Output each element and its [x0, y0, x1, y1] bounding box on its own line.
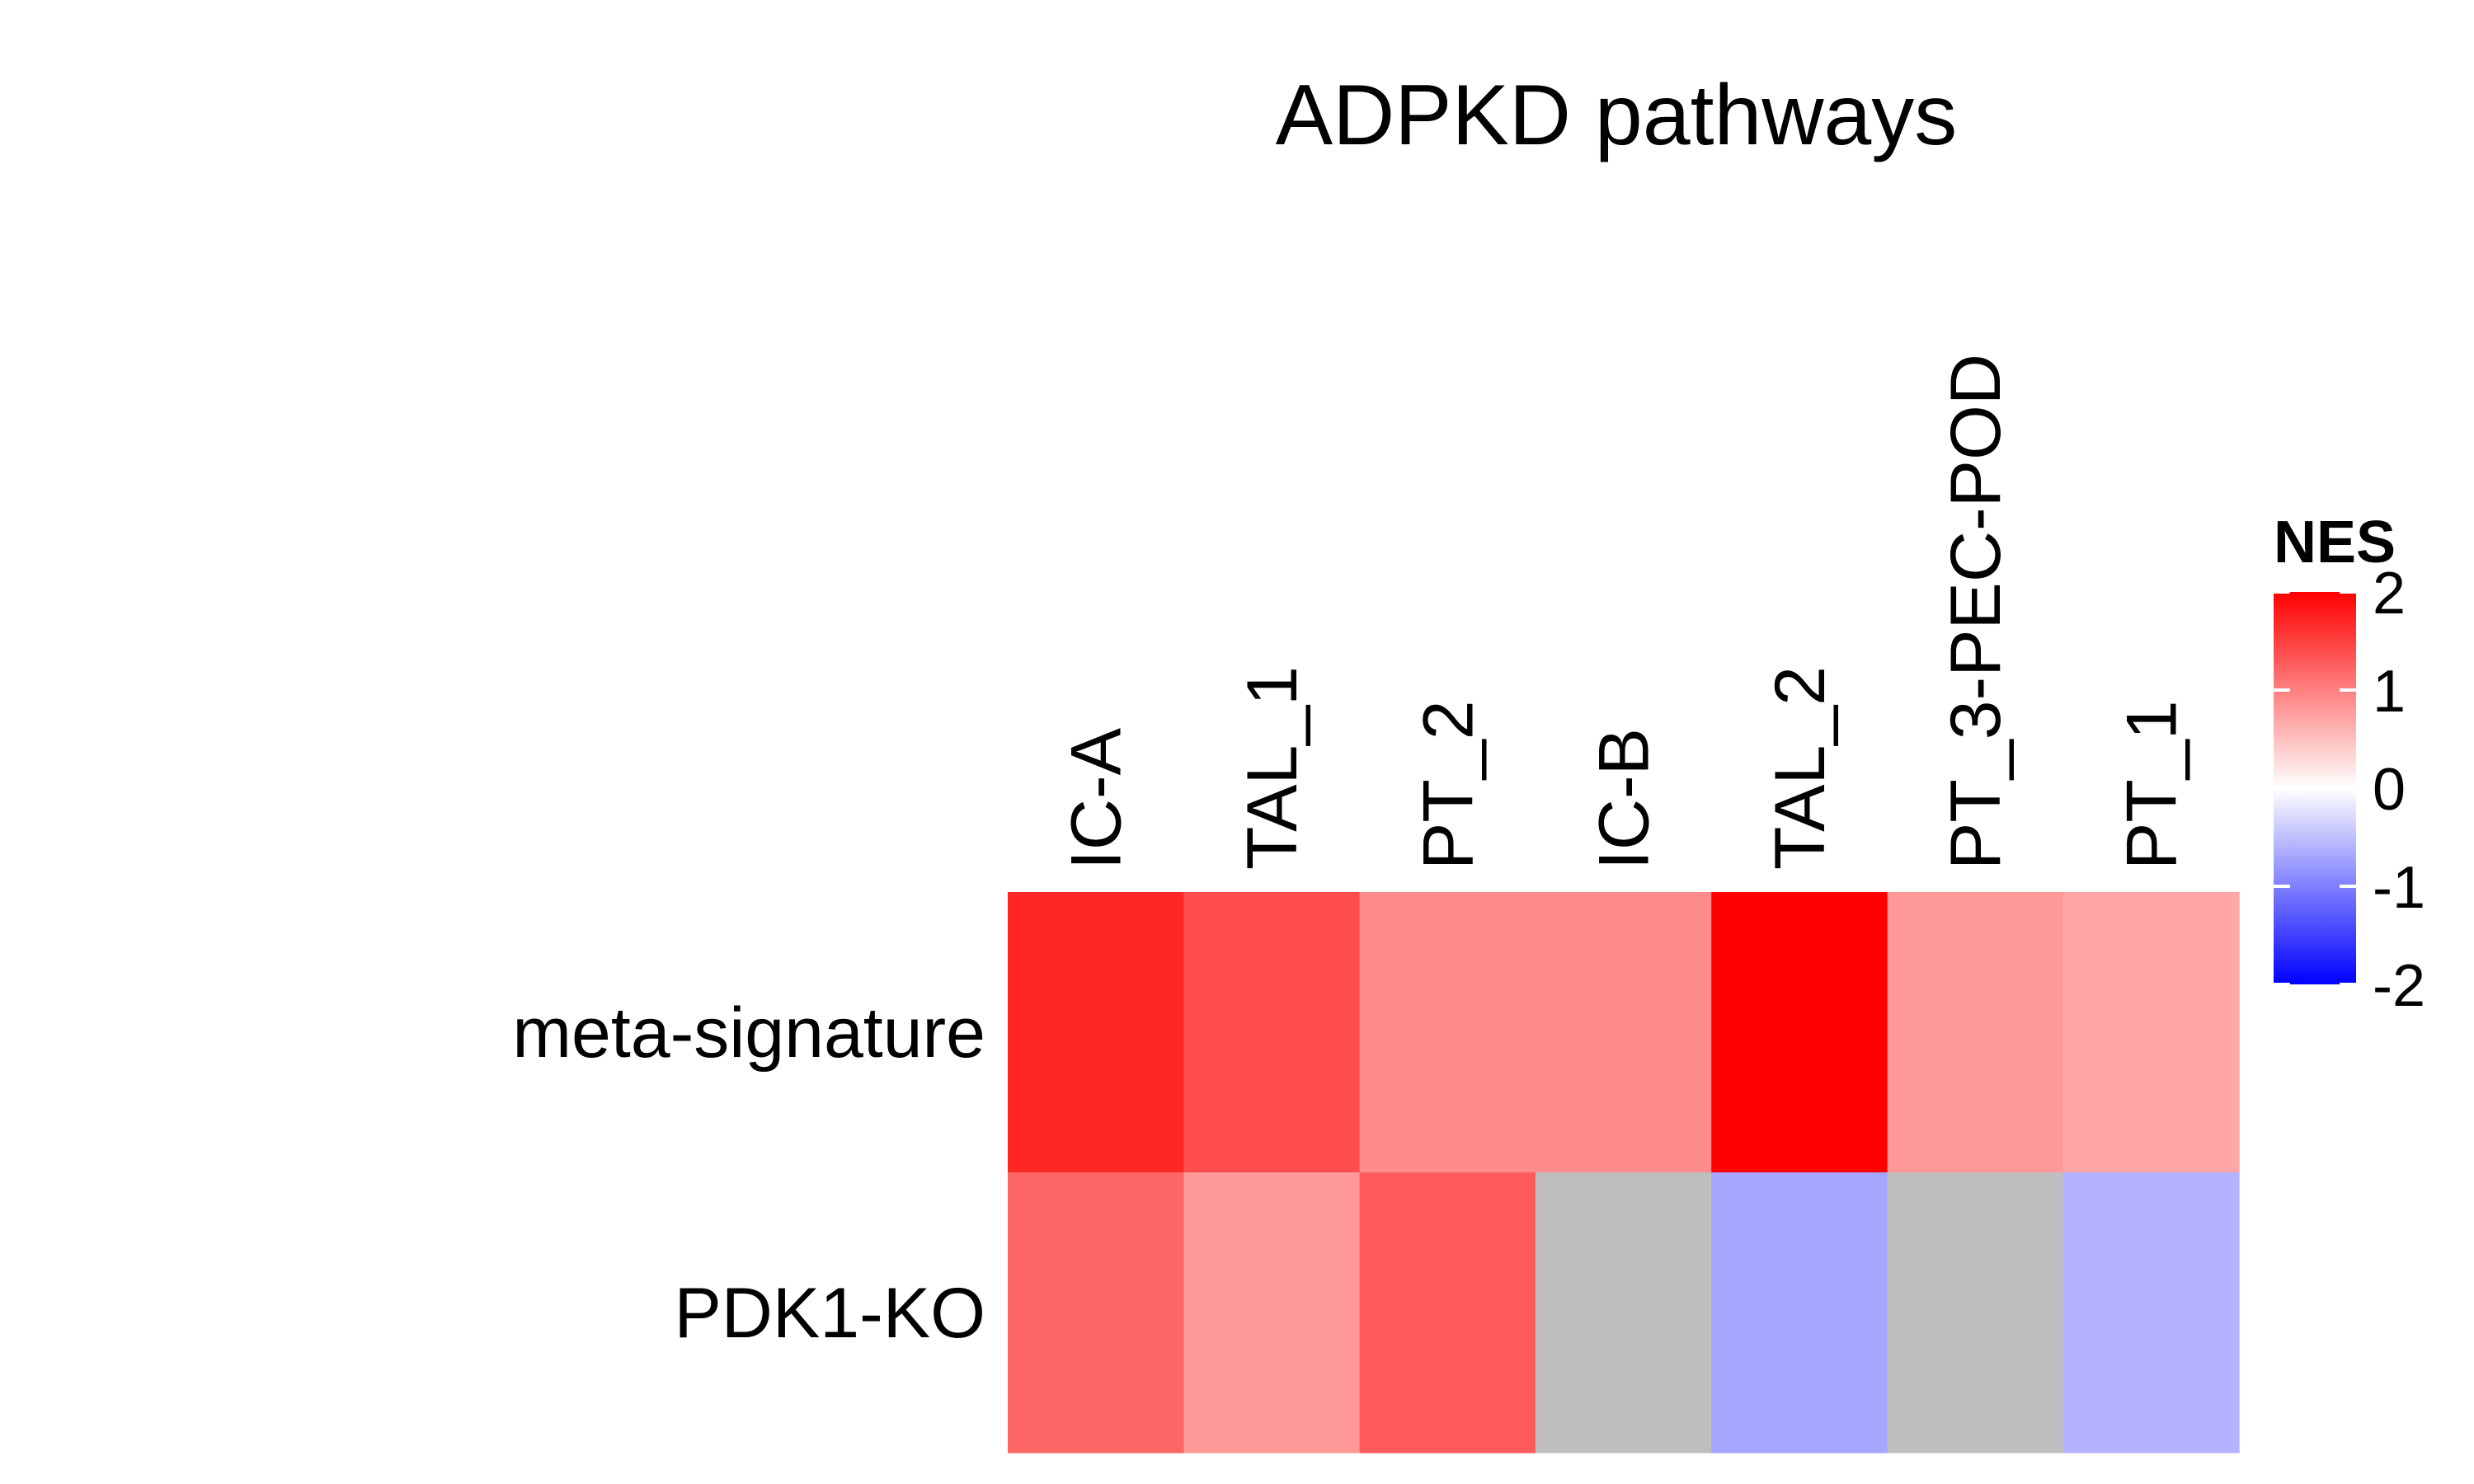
legend-tick-label: -2: [2373, 953, 2425, 1019]
heatmap-cell: [1711, 1172, 1888, 1453]
legend-title: NES: [2274, 510, 2396, 575]
heatmap-cell: [1359, 892, 1536, 1173]
row-label: PDK1-KO: [674, 1274, 985, 1353]
heatmap-cell: [1183, 892, 1361, 1173]
column-label: IC-B: [1585, 728, 1664, 870]
row-labels: meta-signature PDK1-KO: [512, 993, 985, 1353]
column-label: PT_2: [1409, 700, 1488, 870]
column-label: PT_3-PEC-POD: [1936, 354, 2015, 870]
legend-tick-label: 2: [2373, 561, 2406, 627]
heatmap-cell: [1183, 1172, 1361, 1453]
heatmap-cell: [1887, 892, 2064, 1173]
legend-tick-label: 1: [2373, 659, 2406, 725]
column-labels: IC-A TAL_1 PT_2 IC-B TAL_2 PT_3-PEC-POD PT_1: [1057, 354, 2192, 870]
heatmap-cell: [1008, 892, 1184, 1173]
column-label: IC-A: [1057, 727, 1136, 870]
heatmap-cell: [2062, 1172, 2240, 1453]
heatmap-cell: [1711, 892, 1888, 1173]
legend-ticks: 2 1 0 -1 -2: [2274, 561, 2425, 1019]
column-label: PT_1: [2112, 700, 2191, 870]
heatmap-cell: [1359, 1172, 1536, 1453]
row-label: meta-signature: [512, 993, 985, 1073]
heatmap-cell: [1008, 1172, 1184, 1453]
heatmap-cells: [1008, 892, 2240, 1453]
heatmap-cell: [1535, 1172, 1712, 1453]
color-legend: NES 2 1 0 -1 -2: [2274, 510, 2425, 1019]
heatmap-cell: [2062, 892, 2240, 1173]
column-label: TAL_2: [1761, 666, 1840, 870]
heatmap-cell: [1535, 892, 1712, 1173]
heatmap-cell: [1887, 1172, 2064, 1453]
legend-tick-label: 0: [2373, 757, 2406, 823]
column-label: TAL_1: [1233, 666, 1312, 870]
legend-tick-label: -1: [2373, 855, 2425, 921]
chart-title: ADPKD pathways: [1276, 68, 1958, 163]
